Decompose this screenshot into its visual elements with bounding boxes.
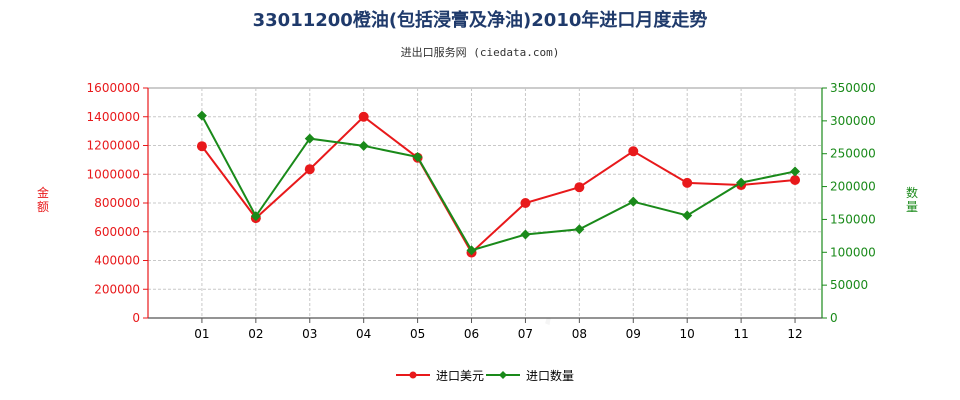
x-tick-label: 07 <box>518 327 533 341</box>
data-point-quantity <box>466 245 477 256</box>
data-point-value <box>682 177 693 188</box>
y-tick-label-right: 350000 <box>830 81 876 95</box>
axes: 0200000400000600000800000100000012000001… <box>87 81 876 341</box>
y-tick-label-left: 600000 <box>94 225 140 239</box>
chart-subtitle: 进出口服务网 (ciedata.com) <box>400 46 560 59</box>
y-tick-label-right: 200000 <box>830 180 876 194</box>
y-tick-label-left: 1400000 <box>87 110 140 124</box>
legend-swatch-quantity <box>486 371 520 379</box>
x-tick-label: 11 <box>733 327 748 341</box>
x-tick-label: 01 <box>194 327 209 341</box>
series-line-value <box>201 115 796 255</box>
y-tick-label-left: 800000 <box>94 196 140 210</box>
chart-title: 33011200橙油(包括浸膏及净油)2010年进口月度走势 <box>252 10 708 31</box>
legend-label-value: 进口美元 <box>436 369 485 383</box>
data-point-value <box>304 164 315 175</box>
data-point-value <box>520 198 531 208</box>
y-tick-label-left: 200000 <box>94 282 140 296</box>
x-tick-label: 02 <box>248 327 263 341</box>
legend-swatch-value <box>396 371 430 379</box>
data-point-quantity <box>736 177 747 188</box>
y-axis-left-label: 金额 <box>36 186 49 214</box>
data-point-value <box>358 111 369 122</box>
y-tick-label-right: 50000 <box>830 278 868 292</box>
data-point-quantity <box>358 140 369 151</box>
data-point-value <box>196 141 207 152</box>
data-point-quantity <box>520 229 531 240</box>
x-tick-label: 09 <box>626 327 641 341</box>
y-tick-label-left: 1200000 <box>87 139 140 153</box>
data-point-quantity <box>790 166 801 177</box>
y-tick-label-right: 250000 <box>830 147 876 161</box>
y-axis-right-label: 数量 <box>905 186 918 214</box>
series <box>196 110 801 258</box>
y-tick-label-left: 1600000 <box>87 81 140 95</box>
data-point-value <box>574 182 585 193</box>
x-tick-label: 03 <box>302 327 317 341</box>
x-tick-label: 05 <box>410 327 425 341</box>
y-tick-label-right: 100000 <box>830 245 876 259</box>
y-tick-label-right: 150000 <box>830 212 876 226</box>
x-tick-label: 06 <box>464 327 479 341</box>
grid-lines <box>148 88 822 318</box>
y-tick-label-left: 400000 <box>94 254 140 268</box>
data-point-quantity <box>628 196 639 207</box>
data-point-quantity <box>196 110 207 121</box>
y-tick-label-left: 0 <box>132 311 140 325</box>
series-line-quantity <box>201 115 796 252</box>
x-tick-label: 10 <box>680 327 695 341</box>
y-tick-label-right: 300000 <box>830 114 876 128</box>
y-tick-label-left: 1000000 <box>87 167 140 181</box>
data-point-quantity <box>682 210 693 221</box>
legend-label-quantity: 进口数量 <box>526 369 575 383</box>
data-point-quantity <box>574 224 585 235</box>
data-point-value <box>628 146 639 157</box>
data-point-value <box>790 175 801 185</box>
data-point-quantity <box>304 133 315 144</box>
x-tick-label: 08 <box>572 327 587 341</box>
data-point-quantity <box>412 152 423 162</box>
y-tick-label-right: 0 <box>830 311 838 325</box>
data-point-quantity <box>250 211 261 222</box>
x-tick-label: 12 <box>787 327 802 341</box>
x-tick-label: 04 <box>356 327 371 341</box>
legend: 进口美元 进口数量 <box>0 366 960 386</box>
